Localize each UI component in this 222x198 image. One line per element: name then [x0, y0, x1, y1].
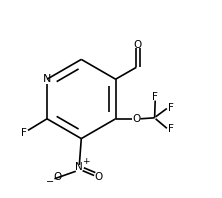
Text: N: N	[75, 162, 83, 172]
Text: −: −	[46, 177, 54, 187]
Text: F: F	[168, 103, 174, 112]
Text: F: F	[21, 128, 27, 138]
Text: O: O	[54, 172, 62, 182]
Text: N: N	[43, 74, 51, 84]
Text: F: F	[168, 124, 174, 134]
Text: +: +	[82, 157, 89, 166]
Text: O: O	[95, 172, 103, 182]
Text: F: F	[152, 92, 158, 102]
Text: O: O	[134, 40, 142, 50]
Text: O: O	[132, 114, 141, 124]
